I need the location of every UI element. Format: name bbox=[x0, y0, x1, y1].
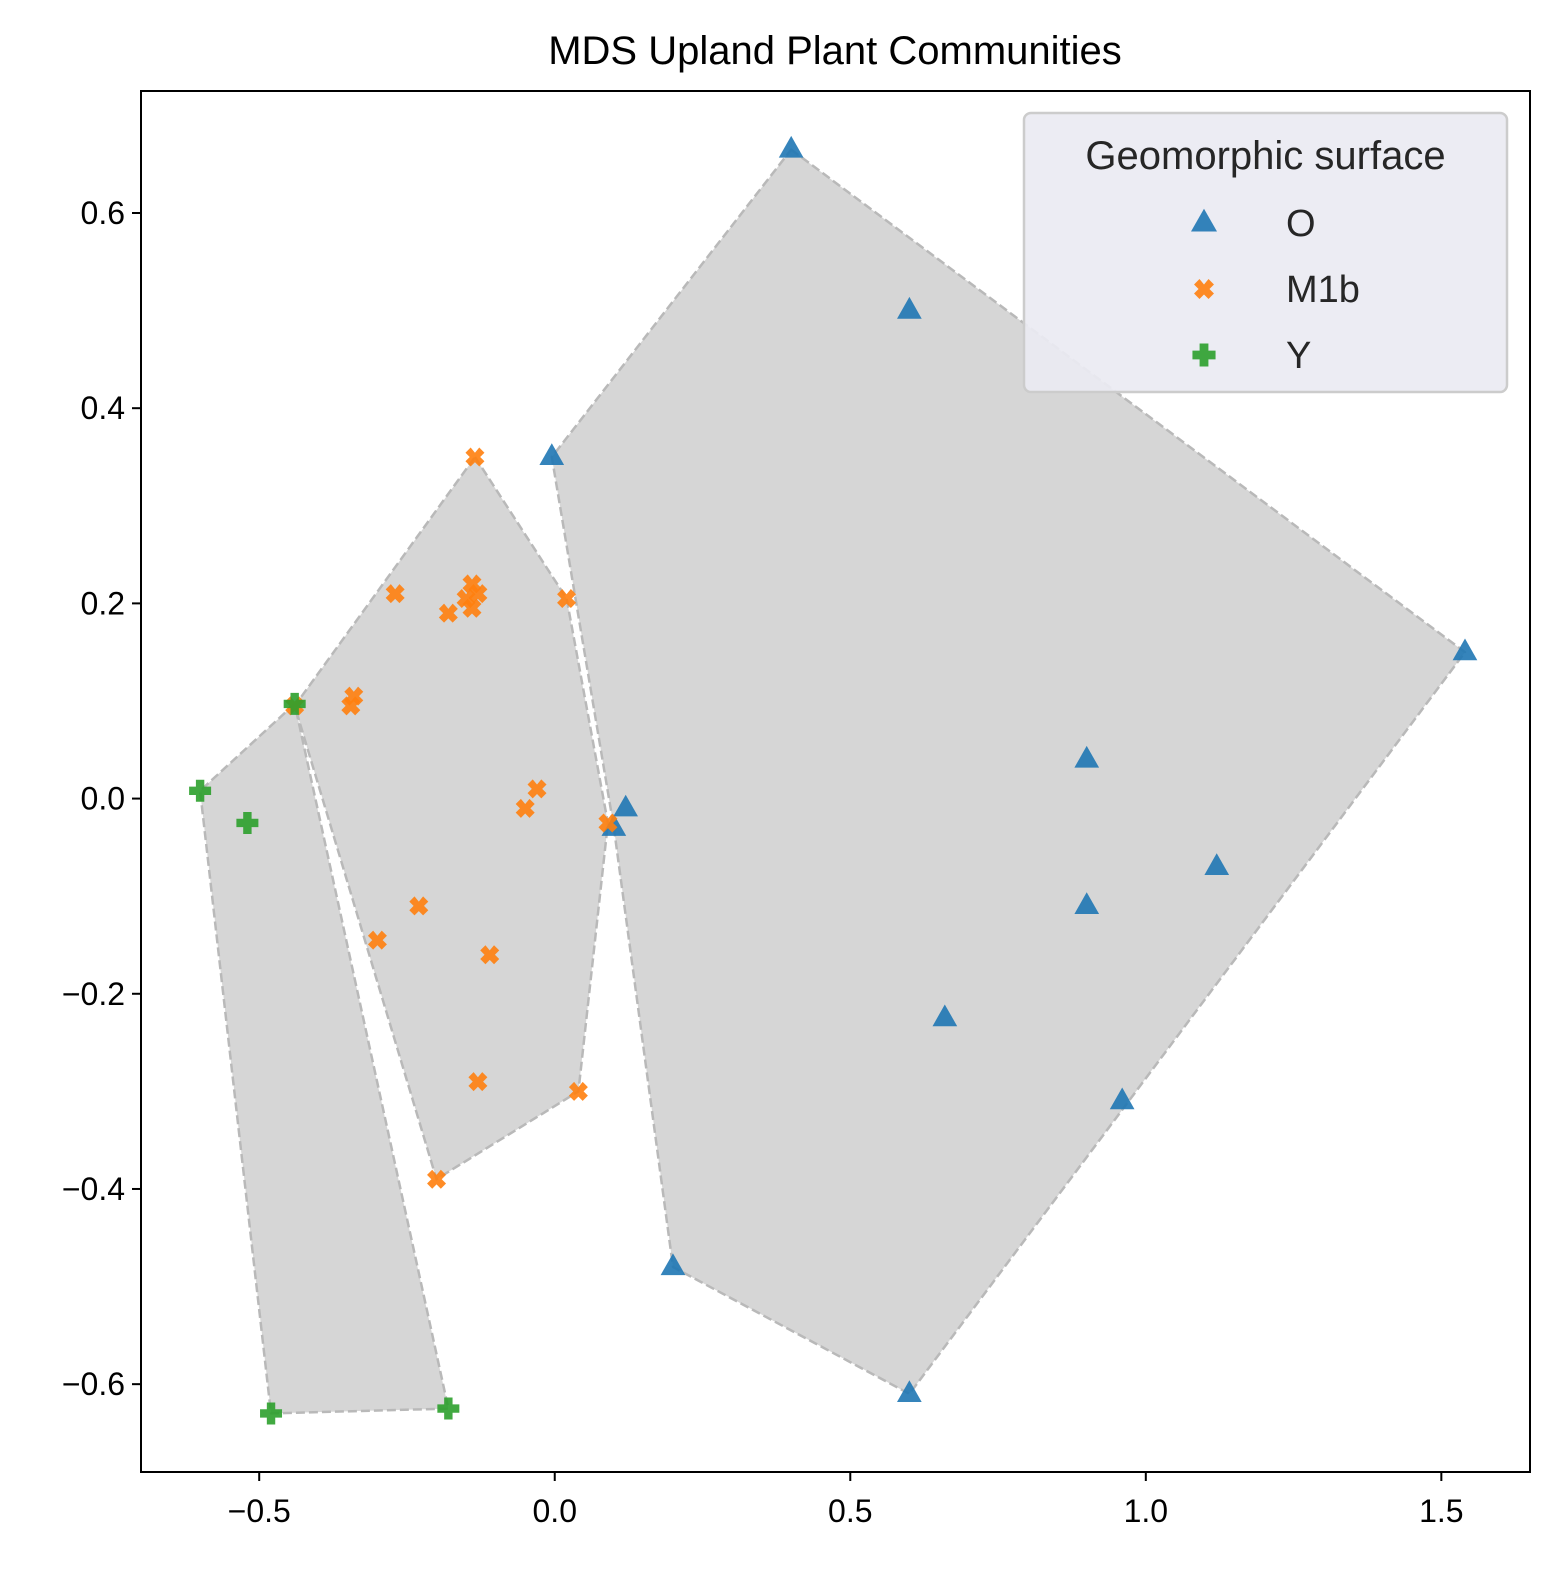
data-point-o bbox=[660, 1253, 686, 1276]
data-point-m1b bbox=[465, 447, 485, 467]
data-point-o bbox=[613, 794, 638, 817]
data-point-m1b bbox=[527, 779, 547, 799]
legend-marker-y bbox=[1192, 343, 1216, 367]
data-point-o bbox=[1204, 853, 1230, 875]
data-point-m1b bbox=[427, 1169, 447, 1189]
data-point-o bbox=[897, 296, 922, 319]
legend: Geomorphic surface O M1b Y bbox=[1022, 111, 1509, 394]
legend-box bbox=[1022, 111, 1509, 394]
data-point-y bbox=[236, 811, 259, 834]
plot-frame bbox=[140, 90, 1531, 1473]
data-point-m1b bbox=[367, 930, 387, 950]
data-point-m1b bbox=[515, 798, 535, 818]
data-point-m1b bbox=[557, 589, 577, 609]
data-point-m1b bbox=[438, 603, 458, 623]
data-point-m1b bbox=[480, 945, 500, 965]
axis-layer: −0.5 0.0 0.5 1.0 1.5 −0.6 −0.4 −0.2 0.0 0.2 0.4 0.6 bbox=[62, 90, 1531, 1529]
y-tick-label: −0.2 bbox=[62, 976, 125, 1012]
legend-marker-o bbox=[1191, 208, 1217, 232]
x-tick-label: 1.0 bbox=[1124, 1493, 1168, 1529]
data-point-y bbox=[260, 1402, 283, 1425]
y-tick-label: −0.6 bbox=[62, 1366, 125, 1402]
legend-label-y: Y bbox=[1286, 335, 1311, 377]
data-point-o bbox=[778, 135, 804, 158]
data-point-y bbox=[189, 779, 212, 802]
data-point-m1b bbox=[409, 896, 429, 916]
y-tick-label: 0.6 bbox=[81, 195, 125, 231]
data-point-o bbox=[539, 443, 565, 465]
data-point-o bbox=[932, 1004, 958, 1027]
data-point-y bbox=[283, 692, 306, 715]
data-point-o bbox=[897, 1380, 922, 1402]
data-point-m1b bbox=[468, 584, 488, 604]
data-point-o bbox=[1109, 1087, 1135, 1110]
hull-layer bbox=[198, 148, 1467, 1415]
x-tick-label: 0.5 bbox=[828, 1493, 872, 1529]
y-tick-label: 0.0 bbox=[81, 781, 125, 817]
legend-label-m1b: M1b bbox=[1286, 269, 1360, 311]
x-tick-label: −0.5 bbox=[228, 1493, 291, 1529]
x-tick-label: 1.5 bbox=[1419, 1493, 1463, 1529]
data-point-y bbox=[437, 1397, 460, 1420]
data-point-o bbox=[1452, 638, 1478, 661]
y-tick-label: −0.4 bbox=[62, 1171, 125, 1207]
data-point-o bbox=[1074, 745, 1100, 768]
point-layer bbox=[189, 135, 1478, 1425]
legend-marker-m1b bbox=[1194, 279, 1214, 299]
data-point-m1b bbox=[568, 1081, 588, 1101]
legend-title: Geomorphic surface bbox=[1085, 134, 1445, 178]
chart-title: MDS Upland Plant Communities bbox=[548, 29, 1122, 73]
data-point-m1b bbox=[598, 813, 618, 833]
y-tick-label: 0.4 bbox=[81, 390, 125, 426]
x-tick-label: 0.0 bbox=[533, 1493, 577, 1529]
data-point-m1b bbox=[462, 598, 482, 618]
data-point-m1b bbox=[468, 1072, 488, 1092]
data-point-m1b bbox=[341, 696, 361, 716]
legend-label-o: O bbox=[1286, 203, 1316, 245]
data-point-o bbox=[1074, 892, 1100, 914]
y-tick-label: 0.2 bbox=[81, 585, 125, 621]
data-point-m1b bbox=[385, 584, 405, 604]
